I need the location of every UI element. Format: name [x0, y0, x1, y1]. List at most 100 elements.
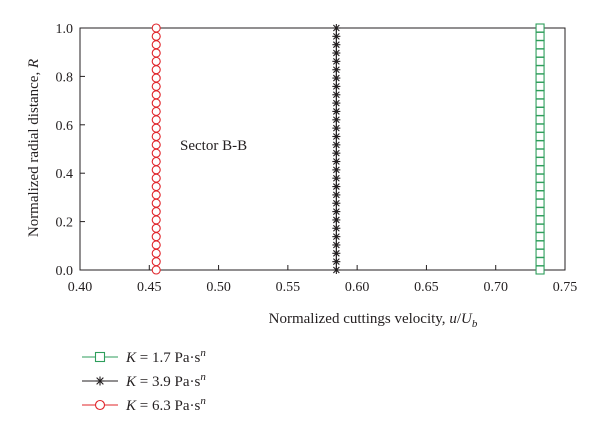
data-point-square	[535, 165, 545, 175]
data-point-square	[535, 123, 545, 133]
legend-entry: K = 1.7 Pa·sn	[82, 347, 206, 366]
data-point-square	[535, 257, 545, 267]
data-point-square	[535, 40, 545, 50]
data-point-asterisk	[332, 140, 341, 149]
y-tick-label: 1.0	[56, 22, 74, 37]
data-point-square	[535, 207, 545, 217]
data-point-square	[535, 65, 545, 75]
data-point-asterisk	[332, 124, 341, 133]
data-point-square	[535, 56, 545, 66]
data-point-circle	[151, 215, 161, 225]
data-point-asterisk	[332, 165, 341, 174]
series-circle	[151, 23, 161, 275]
y-tick-label: 0.4	[56, 167, 74, 182]
annotation-sector: Sector B-B	[180, 138, 247, 154]
data-point-circle	[151, 173, 161, 183]
x-tick-label: 0.50	[206, 280, 231, 295]
x-tick-label: 0.70	[483, 280, 508, 295]
data-point-asterisk	[332, 40, 341, 49]
x-tick-label: 0.65	[414, 280, 439, 295]
x-tick-label: 0.55	[276, 280, 301, 295]
data-point-asterisk	[332, 157, 341, 166]
y-axis-label: Normalized radial distance, R	[26, 59, 42, 237]
axes: 0.40 0.45 0.50 0.55 0.60 0.65 0.70 0.75 0.0 0.2 0.…	[56, 22, 578, 295]
data-point-square	[535, 215, 545, 225]
data-point-square	[535, 223, 545, 233]
data-point-asterisk	[332, 199, 341, 208]
data-point-circle	[151, 248, 161, 258]
data-point-square	[535, 232, 545, 242]
data-point-asterisk	[332, 132, 341, 141]
data-point-circle	[151, 73, 161, 83]
series-layer	[151, 23, 545, 275]
data-point-circle	[151, 165, 161, 175]
data-point-circle	[151, 140, 161, 150]
data-point-asterisk	[332, 49, 341, 58]
data-point-asterisk	[332, 82, 341, 91]
data-point-circle	[151, 240, 161, 250]
data-point-square	[535, 23, 545, 33]
legend: K = 1.7 Pa·sn K = 3.9 Pa·sn K = 6.3 Pa·sn	[82, 347, 206, 414]
data-point-circle	[94, 399, 106, 411]
data-point-circle	[151, 148, 161, 158]
data-point-circle	[151, 156, 161, 167]
data-point-square	[535, 31, 545, 41]
legend-label: K = 1.7 Pa·sn	[125, 347, 206, 366]
data-point-asterisk	[332, 266, 341, 274]
data-point-asterisk	[332, 32, 341, 41]
data-point-square	[535, 198, 545, 208]
y-tick-label: 0.0	[56, 264, 74, 279]
data-point-circle	[151, 90, 161, 100]
data-point-asterisk	[332, 149, 341, 158]
x-tick-label: 0.60	[345, 280, 370, 295]
data-point-circle	[151, 65, 161, 75]
data-point-square	[535, 131, 545, 142]
data-point-circle	[151, 115, 161, 125]
data-point-asterisk	[332, 115, 341, 124]
data-point-circle	[151, 232, 161, 242]
data-point-square	[535, 156, 545, 167]
legend-entry: K = 6.3 Pa·sn	[82, 395, 206, 414]
data-point-asterisk	[332, 224, 341, 233]
data-point-square	[535, 98, 545, 108]
data-point-asterisk	[332, 190, 341, 199]
series-square	[535, 23, 545, 275]
data-point-square	[535, 140, 545, 150]
data-point-circle	[151, 40, 161, 50]
data-point-asterisk	[332, 24, 341, 32]
plot-frame	[79, 27, 566, 271]
data-point-circle	[151, 48, 161, 58]
data-point-asterisk	[332, 232, 341, 241]
data-point-circle	[151, 131, 161, 142]
data-point-circle	[151, 198, 161, 208]
data-point-asterisk	[332, 249, 341, 258]
data-point-square	[535, 73, 545, 83]
data-point-square	[94, 351, 106, 363]
data-point-square	[535, 182, 545, 192]
data-point-square	[535, 265, 545, 275]
data-point-asterisk	[332, 174, 341, 183]
data-point-circle	[151, 190, 161, 200]
data-point-square	[535, 115, 545, 125]
data-point-circle	[151, 98, 161, 108]
legend-entry: K = 3.9 Pa·sn	[82, 371, 206, 390]
data-point-asterisk	[332, 240, 341, 249]
data-point-asterisk	[332, 57, 341, 66]
x-tick-label: 0.45	[137, 280, 162, 295]
y-tick-label: 0.2	[56, 216, 74, 231]
legend-label: K = 6.3 Pa·sn	[125, 395, 206, 414]
data-point-asterisk	[332, 257, 341, 266]
data-point-circle	[151, 223, 161, 233]
y-tick-label: 0.6	[56, 119, 74, 134]
data-point-asterisk	[332, 182, 341, 191]
data-point-circle	[151, 207, 161, 217]
data-point-asterisk	[332, 74, 341, 83]
data-point-circle	[151, 257, 161, 267]
data-point-asterisk	[332, 65, 341, 74]
y-tick-label: 0.8	[56, 70, 74, 85]
data-point-asterisk	[332, 207, 341, 216]
data-point-circle	[151, 31, 161, 41]
data-point-square	[535, 90, 545, 100]
data-point-square	[535, 248, 545, 258]
